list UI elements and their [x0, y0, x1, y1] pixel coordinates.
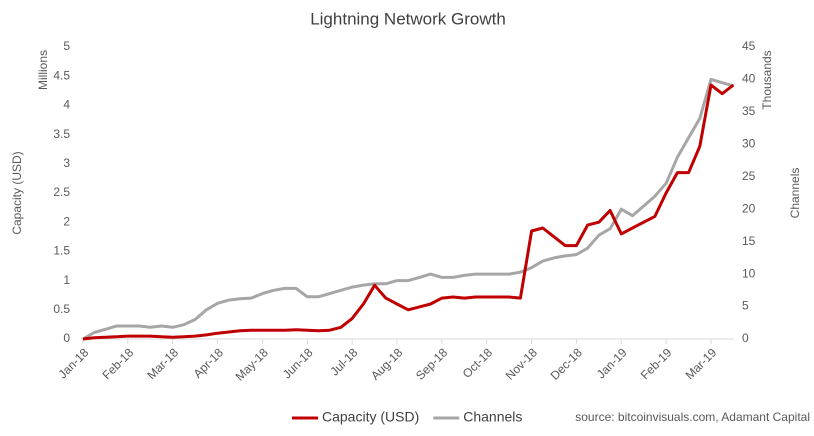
y2-tick-label: 25	[742, 169, 756, 183]
x-tick-label: Jan-19	[594, 345, 630, 381]
y-tick-label: 2	[63, 214, 70, 228]
source-note: source: bitcoinvisuals.com, Adamant Capi…	[575, 410, 810, 424]
x-tick-label: May-18	[233, 345, 271, 383]
y2-axis-label: Channels	[788, 168, 802, 219]
y-tick-label: 3	[63, 156, 70, 170]
y-tick-label: 3.5	[53, 127, 70, 141]
legend-label: Channels	[463, 409, 522, 425]
x-tick-label: Feb-19	[638, 345, 675, 382]
x-tick-label: Feb-18	[99, 345, 136, 382]
x-tick-label: Jul-18	[327, 345, 360, 378]
y2-tick-label: 40	[742, 72, 756, 86]
y-tick-label: 0.5	[53, 302, 70, 316]
y-unit-label: Millions	[36, 50, 50, 90]
x-tick-label: Aug-18	[368, 345, 405, 382]
y-tick-label: 0	[63, 331, 70, 345]
y2-unit-label: Thousands	[760, 50, 774, 109]
x-tick-label: Nov-18	[503, 345, 540, 382]
x-tick-label: Sep-18	[413, 345, 450, 382]
legend-label: Capacity (USD)	[322, 409, 419, 425]
x-tick-label: Dec-18	[548, 345, 585, 382]
x-tick-label: Mar-18	[144, 345, 181, 382]
y2-tick-label: 0	[742, 331, 749, 345]
y2-tick-label: 35	[742, 104, 756, 118]
y2-tick-label: 15	[742, 234, 756, 248]
y2-tick-label: 5	[742, 299, 749, 313]
y2-tick-label: 10	[742, 266, 756, 280]
y2-tick-label: 30	[742, 137, 756, 151]
y-axis-label: Capacity (USD)	[10, 151, 24, 234]
x-tick-label: Oct-18	[460, 345, 496, 381]
y2-tick-label: 45	[742, 39, 756, 53]
series-line	[82, 83, 735, 341]
y-tick-label: 4	[63, 98, 70, 112]
y-tick-label: 1	[63, 273, 70, 287]
y-tick-label: 4.5	[53, 68, 70, 82]
y-tick-label: 5	[63, 39, 70, 53]
y2-tick-label: 20	[742, 201, 756, 215]
x-tick-label: Jan-18	[56, 345, 92, 381]
y-tick-label: 2.5	[53, 185, 70, 199]
x-tick-label: Apr-18	[191, 345, 227, 381]
x-tick-label: Mar-19	[683, 345, 720, 382]
x-tick-label: Jun-18	[280, 345, 316, 381]
y-tick-label: 1.5	[53, 244, 70, 258]
series-line	[82, 77, 734, 341]
chart-title: Lightning Network Growth	[310, 9, 506, 28]
